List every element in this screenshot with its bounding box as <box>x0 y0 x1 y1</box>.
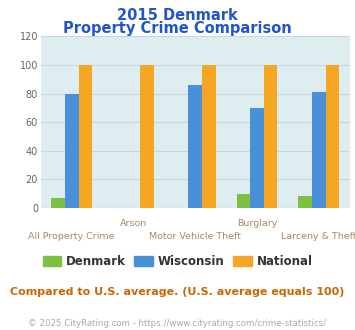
Text: Compared to U.S. average. (U.S. average equals 100): Compared to U.S. average. (U.S. average … <box>10 287 345 297</box>
Text: All Property Crime: All Property Crime <box>28 232 115 241</box>
Bar <box>312 92 326 208</box>
Text: 2015 Denmark: 2015 Denmark <box>117 8 238 23</box>
Bar <box>189 85 202 208</box>
Text: Larceny & Theft: Larceny & Theft <box>281 232 355 241</box>
Bar <box>51 198 65 208</box>
Legend: Denmark, Wisconsin, National: Denmark, Wisconsin, National <box>38 250 317 273</box>
Text: Property Crime Comparison: Property Crime Comparison <box>63 21 292 36</box>
Bar <box>65 93 78 208</box>
Text: Burglary: Burglary <box>237 219 277 228</box>
Bar <box>326 65 339 208</box>
Text: Motor Vehicle Theft: Motor Vehicle Theft <box>149 232 241 241</box>
Text: © 2025 CityRating.com - https://www.cityrating.com/crime-statistics/: © 2025 CityRating.com - https://www.city… <box>28 319 327 328</box>
Bar <box>78 65 92 208</box>
Bar <box>202 65 215 208</box>
Bar <box>250 108 264 208</box>
Bar <box>264 65 277 208</box>
Bar <box>299 196 312 208</box>
Bar <box>237 194 250 208</box>
Text: Arson: Arson <box>120 219 147 228</box>
Bar <box>140 65 154 208</box>
